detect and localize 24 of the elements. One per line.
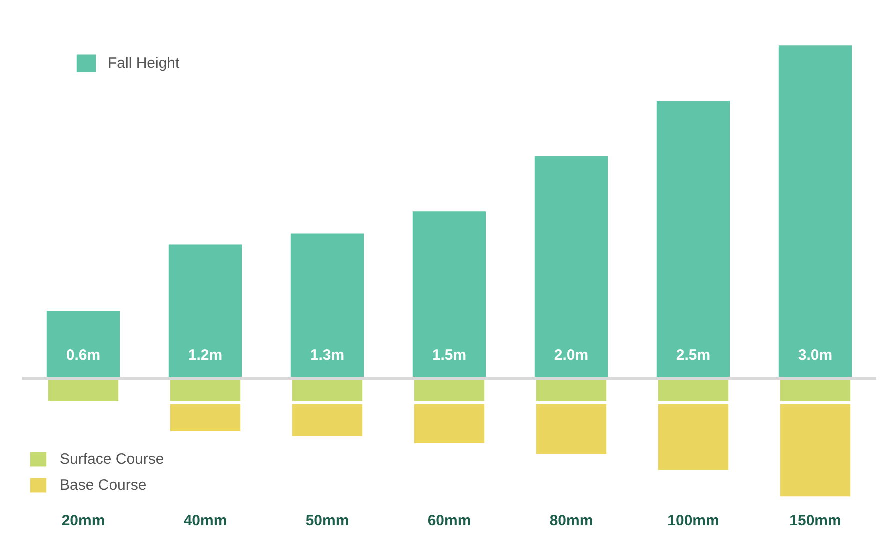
x-tick-label: 100mm [668, 512, 720, 530]
x-tick-label: 80mm [550, 512, 594, 530]
data-label: 2.5m [676, 347, 711, 364]
bar [778, 46, 852, 377]
data-label: 1.2m [188, 347, 223, 364]
data-label: 3.0m [798, 347, 833, 364]
legend-label: Base Course [60, 476, 147, 494]
bar [290, 234, 364, 377]
data-label: 1.5m [432, 347, 467, 364]
data-label: 2.0m [554, 347, 589, 364]
x-tick-label: 20mm [62, 512, 106, 530]
legend-label: Surface Course [60, 450, 164, 468]
x-tick-label: 60mm [428, 512, 472, 530]
bar [534, 156, 608, 377]
bar [412, 212, 486, 377]
data-label: 0.6m [66, 347, 101, 364]
bar [46, 311, 120, 377]
x-tick-label: 40mm [184, 512, 228, 530]
x-tick-label: 50mm [306, 512, 350, 530]
data-label: 1.3m [310, 347, 345, 364]
bar [168, 244, 242, 377]
x-tick-label: 150mm [790, 512, 842, 530]
legend-label: Fall Height [108, 54, 180, 72]
bar [656, 100, 730, 377]
